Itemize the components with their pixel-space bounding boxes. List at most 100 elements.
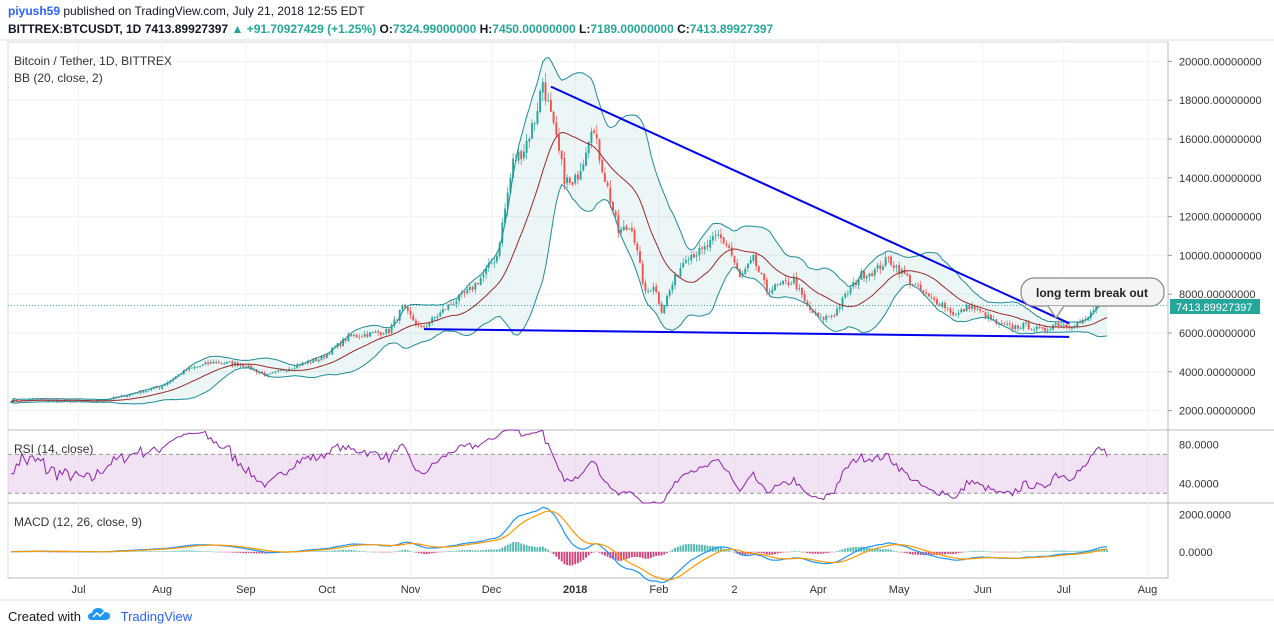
candle-body [328, 354, 331, 355]
macd-histogram-bar [355, 550, 358, 552]
candle-body [1079, 322, 1081, 324]
macd-histogram-bar [957, 551, 960, 554]
rsi-tick-label: 80.0000 [1179, 440, 1219, 452]
macd-histogram-bar [603, 551, 606, 556]
candle-body [1092, 310, 1095, 312]
macd-histogram-bar [549, 551, 552, 553]
macd-histogram-bar [855, 547, 857, 552]
macd-histogram-bar [614, 551, 617, 560]
candle-body [1043, 327, 1046, 331]
macd-histogram-bar [374, 551, 377, 553]
candle-body [239, 364, 242, 366]
candle-body [838, 307, 841, 310]
candle-body [763, 273, 766, 281]
publisher-link[interactable]: piyush59 [8, 4, 61, 18]
candle-body [150, 388, 153, 391]
candle-body [204, 362, 207, 365]
candle-body [946, 307, 949, 309]
macd-histogram-bar [582, 551, 585, 560]
candle-body [622, 226, 625, 231]
candle-body [917, 284, 919, 286]
candle-body [74, 400, 77, 402]
candle-body [196, 366, 199, 368]
candle-body [91, 401, 93, 403]
candle-body [925, 292, 928, 294]
macd-histogram-bar [377, 551, 380, 553]
price-tick-label: 16000.00000000 [1179, 134, 1262, 146]
macd-histogram-bar [433, 551, 436, 553]
macd-histogram-bar [914, 551, 917, 555]
macd-histogram-bar [236, 551, 239, 553]
candle-body [595, 133, 598, 139]
candle-body [401, 305, 404, 310]
macd-histogram-bar [185, 550, 188, 552]
macd-histogram-bar [593, 551, 596, 553]
chart-title: Bitcoin / Tether, 1D, BITTREX [14, 54, 172, 68]
candle-body [317, 359, 320, 362]
macd-histogram-bar [566, 551, 569, 566]
macd-histogram-bar [1079, 550, 1081, 552]
candle-body [744, 268, 747, 274]
macd-histogram-bar [822, 551, 825, 554]
macd-histogram-bar [482, 550, 485, 552]
candle-body [576, 174, 579, 180]
macd-histogram-bar [134, 551, 137, 552]
macd-histogram-bar [172, 550, 174, 552]
candle-body [477, 283, 479, 285]
candle-body [517, 151, 520, 161]
macd-histogram-bar [1022, 551, 1025, 552]
macd-histogram-bar [987, 551, 990, 552]
candle-body [817, 312, 820, 317]
candle-body [528, 138, 531, 142]
candle-body [323, 356, 326, 358]
candle-body [358, 336, 361, 338]
candle-body [841, 297, 844, 308]
macd-histogram-bar [250, 551, 253, 554]
macd-histogram-bar [261, 551, 264, 554]
time-tick-label: May [889, 584, 910, 596]
time-tick-label: 2 [731, 584, 737, 596]
candle-body [663, 305, 666, 314]
annotation-callout[interactable]: long term break out [1020, 277, 1165, 320]
candle-body [908, 274, 911, 284]
candle-body [865, 276, 868, 279]
candle-body [965, 304, 968, 311]
candle-body [269, 373, 272, 375]
macd-histogram-bar [315, 550, 317, 552]
candle-body [212, 361, 215, 364]
candle-body [417, 324, 420, 326]
macd-histogram-bar [555, 551, 558, 557]
macd-histogram-bar [903, 551, 906, 553]
macd-histogram-bar [525, 545, 528, 552]
macd-histogram-bar [801, 551, 803, 553]
macd-histogram-bar [973, 550, 976, 552]
candle-body [1000, 323, 1003, 324]
candle-body [1011, 325, 1014, 330]
macd-histogram-bar [787, 551, 790, 553]
candle-body [968, 305, 971, 310]
macd-histogram-bar [590, 551, 593, 554]
macd-histogram-bar [201, 551, 204, 552]
macd-histogram-bar [506, 544, 509, 552]
trendlines [424, 85, 1070, 338]
candle-body [355, 334, 358, 338]
macd-histogram-bar [841, 549, 844, 552]
macd-histogram-bar [984, 551, 987, 552]
candle-body [495, 255, 498, 262]
macd-tick-label: 0.0000 [1179, 547, 1213, 559]
macd-histogram-bar [906, 551, 909, 554]
price-tick-label: 2000.00000000 [1179, 406, 1255, 418]
candle-body [350, 334, 353, 337]
macd-histogram-bar [908, 551, 911, 555]
candle-body [919, 284, 922, 291]
macd-histogram-bar [352, 550, 355, 552]
macd-histogram-bar [1049, 551, 1052, 552]
macd-histogram-bar [1092, 549, 1095, 552]
candle-body [69, 400, 72, 403]
candle-body [414, 320, 417, 325]
tradingview-link[interactable]: TradingView [120, 609, 193, 624]
macd-histogram-bar [398, 550, 401, 552]
ohlc-line: BITTREX:BTCUSDT, 1D 7413.89927397 ▲ +91.… [8, 22, 773, 36]
macd-histogram-bar [1025, 550, 1027, 552]
